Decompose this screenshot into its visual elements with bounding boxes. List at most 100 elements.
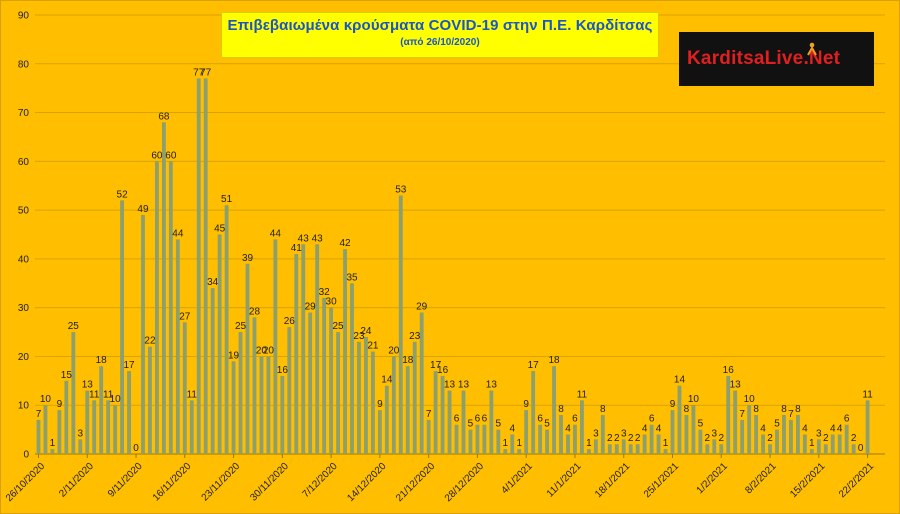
bar-value-label: 9	[523, 399, 529, 410]
bar-value-label: 3	[78, 428, 84, 439]
bar	[78, 439, 83, 454]
bar	[649, 424, 654, 454]
bar-value-label: 5	[698, 419, 704, 430]
bar-value-label: 5	[468, 419, 474, 430]
bar-value-label: 26	[284, 316, 296, 327]
bar-value-label: 0	[858, 443, 864, 454]
bar	[614, 444, 619, 454]
bar-value-label: 16	[723, 365, 735, 376]
bar-value-label: 4	[802, 423, 808, 434]
bar-value-label: 2	[635, 433, 641, 444]
bar	[740, 419, 745, 454]
bar-value-label: 5	[496, 419, 502, 430]
bar	[851, 444, 856, 454]
bar	[273, 239, 278, 454]
bar	[663, 449, 668, 454]
bar-value-label: 10	[744, 394, 756, 405]
bar-value-label: 41	[291, 243, 303, 254]
bar-value-label: 1	[503, 438, 509, 449]
bar-value-label: 6	[475, 414, 481, 425]
bar	[475, 424, 480, 454]
bar-value-label: 2	[607, 433, 613, 444]
bar	[391, 356, 396, 454]
bar	[161, 122, 166, 454]
bar	[336, 332, 340, 454]
y-tick-label: 20	[18, 352, 30, 363]
bar	[50, 449, 55, 454]
bar	[733, 390, 738, 454]
x-tick-label: 2/11/2020	[57, 461, 96, 500]
x-tick-label: 18/1/2021	[593, 461, 633, 501]
bar-value-label: 1	[809, 438, 815, 449]
karditsalive-logo: KarditsaLive.Net	[679, 32, 874, 86]
x-tick-label: 28/12/2020	[443, 461, 486, 504]
bar	[489, 390, 494, 454]
bar	[294, 254, 299, 454]
y-tick-label: 60	[18, 157, 30, 168]
bar-value-label: 7	[36, 409, 42, 420]
bar-value-label: 8	[795, 404, 801, 415]
bar-value-label: 19	[228, 350, 240, 361]
bar	[196, 78, 201, 454]
bar-value-label: 2	[614, 433, 620, 444]
bar-value-label: 28	[249, 306, 261, 317]
bar	[329, 307, 334, 454]
bar-value-label: 13	[730, 380, 742, 391]
bar-value-label: 17	[430, 360, 442, 371]
bar	[224, 205, 229, 454]
bar	[844, 424, 849, 454]
bar-value-label: 6	[572, 414, 578, 425]
bar	[775, 429, 779, 454]
bar-value-label: 51	[221, 194, 233, 205]
bar	[621, 439, 626, 454]
x-tick-label: 22/2/2021	[837, 461, 877, 501]
bar-value-label: 18	[548, 355, 560, 366]
bar-value-label: 43	[298, 233, 310, 244]
x-tick-label: 7/12/2020	[301, 461, 341, 501]
bar-value-label: 16	[277, 365, 289, 376]
bar-value-label: 25	[68, 321, 80, 332]
data-labels: 7101915253131118111052170492260686044271…	[36, 67, 874, 454]
bar-value-label: 3	[621, 428, 627, 439]
bar-value-label: 3	[593, 428, 599, 439]
bar	[245, 263, 250, 454]
bar	[593, 439, 598, 454]
chart-title-box: Επιβεβαιωμένα κρούσματα COVID-19 στην Π.…	[221, 12, 659, 58]
bar	[231, 361, 236, 454]
bar	[426, 419, 431, 454]
bar	[175, 239, 180, 454]
bar	[217, 234, 222, 454]
bar-value-label: 11	[89, 389, 100, 400]
bar	[99, 366, 104, 454]
bar-value-label: 27	[179, 311, 191, 322]
bar-value-label: 7	[426, 409, 432, 420]
bar-value-label: 23	[409, 331, 421, 342]
bar	[238, 332, 243, 454]
y-tick-label: 50	[18, 206, 30, 217]
bar-value-label: 60	[151, 150, 163, 161]
bar	[412, 341, 417, 454]
bar	[531, 371, 536, 454]
bar-value-label: 4	[837, 423, 843, 434]
bar-value-label: 24	[360, 326, 372, 337]
bar	[496, 429, 501, 454]
bar-value-label: 3	[712, 428, 718, 439]
y-tick-label: 80	[18, 59, 30, 70]
bar-value-label: 16	[437, 365, 449, 376]
bar	[106, 400, 111, 454]
bar-value-label: 35	[346, 272, 358, 283]
bar-value-label: 25	[333, 321, 345, 332]
bar-value-label: 53	[395, 184, 407, 195]
bar-value-label: 29	[416, 302, 428, 313]
bar	[370, 351, 375, 454]
chart-title: Επιβεβαιωμένα κρούσματα COVID-19 στην Π.…	[227, 17, 653, 34]
bar	[364, 336, 368, 454]
bar-value-label: 44	[172, 228, 184, 239]
bar-value-label: 4	[642, 423, 648, 434]
bar	[168, 161, 173, 454]
bar	[357, 341, 361, 454]
y-tick-label: 10	[18, 401, 30, 412]
bar-value-label: 23	[353, 331, 365, 342]
bar-value-label: 2	[718, 433, 724, 444]
bar	[398, 195, 403, 455]
